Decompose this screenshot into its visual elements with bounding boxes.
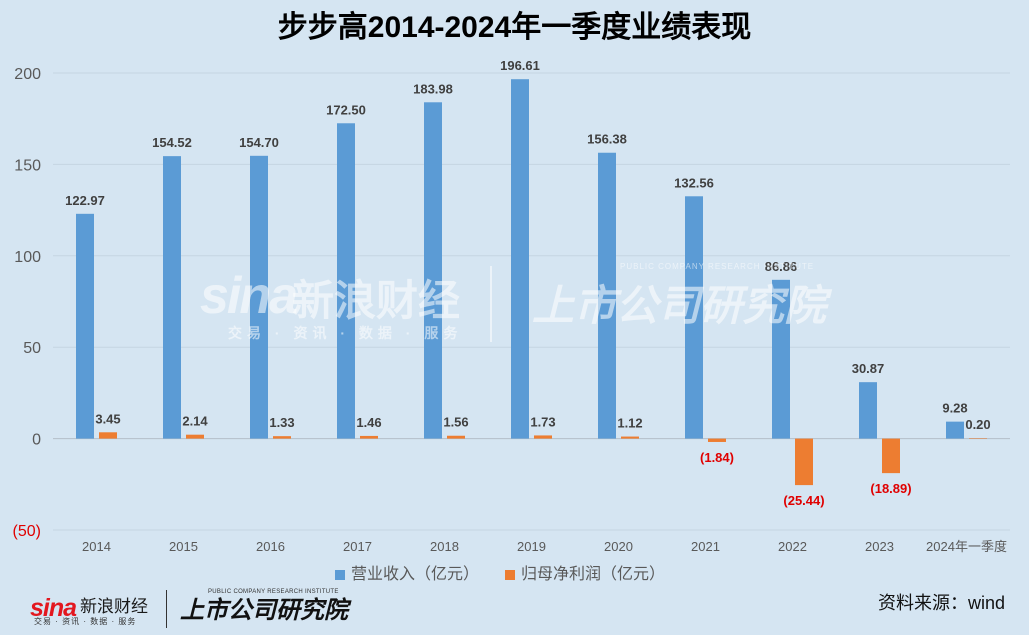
- net-profit-bar: [534, 435, 552, 439]
- footer-divider: [166, 590, 167, 628]
- institute-en-label: PUBLIC COMPANY RESEARCH INSTITUTE: [208, 589, 339, 595]
- revenue-data-label: 183.98: [413, 81, 453, 96]
- revenue-bar: [424, 102, 442, 439]
- net-profit-bar: [621, 436, 639, 439]
- net-profit-bar: [969, 438, 987, 439]
- revenue-bar: [598, 152, 616, 439]
- revenue-data-label: 154.52: [152, 135, 192, 150]
- legend-swatch-net-profit: [505, 570, 515, 580]
- net-profit-bar: [708, 438, 726, 442]
- revenue-data-label: 9.28: [942, 401, 967, 416]
- revenue-bar: [250, 155, 268, 439]
- revenue-bar: [163, 156, 181, 439]
- x-tick-label: 2023: [865, 539, 894, 554]
- legend-swatch-revenue: [335, 570, 345, 580]
- x-tick-label: 2024年一季度: [926, 539, 1007, 554]
- revenue-bar: [337, 123, 355, 439]
- net-profit-data-label: 3.45: [95, 411, 120, 426]
- sina-name: 新浪财经: [80, 597, 148, 616]
- y-tick-label: 50: [23, 340, 41, 357]
- y-tick-label: 0: [32, 432, 41, 449]
- revenue-data-label: 172.50: [326, 102, 366, 117]
- revenue-bar: [685, 196, 703, 439]
- x-tick-label: 2016: [256, 539, 285, 554]
- revenue-data-label: 132.56: [674, 175, 714, 190]
- revenue-data-label: 30.87: [852, 361, 885, 376]
- net-profit-bar: [882, 438, 900, 474]
- net-profit-bar: [447, 435, 465, 439]
- legend-item-revenue: 营业收入（亿元）: [335, 565, 479, 585]
- net-profit-data-label: 1.33: [269, 415, 294, 430]
- net-profit-bar: [273, 436, 291, 439]
- axis-labels: (50) 0 50 100 150 200 2014 2015 2016 2017 2018 2019…: [13, 66, 1007, 554]
- net-profit-bar: [99, 432, 117, 439]
- y-tick-label: 150: [14, 157, 41, 174]
- net-profit-data-label: 1.46: [356, 415, 381, 430]
- x-tick-label: 2022: [778, 539, 807, 554]
- x-tick-label: 2021: [691, 539, 720, 554]
- revenue-data-label: 154.70: [239, 135, 279, 150]
- grid-lines: [53, 72, 1010, 531]
- net-profit-data-label: 0.20: [965, 417, 990, 432]
- net-profit-bar: [360, 435, 378, 439]
- sina-tagline: 交易 · 资讯 · 数据 · 服务: [34, 617, 137, 626]
- bars: [76, 79, 987, 486]
- y-tick-label: (50): [13, 523, 41, 540]
- x-tick-label: 2020: [604, 539, 633, 554]
- legend-label-net-profit: 归母净利润（亿元）: [521, 566, 666, 583]
- revenue-data-label: 86.86: [765, 259, 798, 274]
- net-profit-data-label: 1.12: [617, 416, 642, 431]
- revenue-data-label: 156.38: [587, 132, 627, 147]
- revenue-bar: [76, 213, 94, 439]
- net-profit-data-label: 2.14: [182, 414, 208, 429]
- net-profit-bar: [186, 434, 204, 439]
- net-profit-data-label: 1.73: [530, 414, 555, 429]
- chart-title: 步步高2014-2024年一季度业绩表现: [277, 11, 752, 44]
- net-profit-data-label: (1.84): [700, 450, 734, 465]
- x-tick-label: 2015: [169, 539, 198, 554]
- net-profit-data-label: (25.44): [783, 493, 824, 508]
- revenue-bar: [511, 79, 529, 439]
- revenue-bar: [772, 279, 790, 439]
- net-profit-data-label: 1.56: [443, 415, 468, 430]
- net-profit-data-label: (18.89): [870, 481, 911, 496]
- sina-logo: sina: [30, 594, 77, 622]
- data-labels: 122.97 154.52 154.70 172.50 183.98 196.61 156.…: [65, 58, 991, 508]
- x-tick-label: 2017: [343, 539, 372, 554]
- revenue-bar: [946, 421, 964, 439]
- institute-logo: 上市公司研究院: [180, 597, 348, 624]
- x-tick-label: 2019: [517, 539, 546, 554]
- legend-label-revenue: 营业收入（亿元）: [351, 566, 480, 583]
- source-note: 资料来源：wind: [877, 593, 1005, 613]
- net-profit-bar: [795, 438, 813, 486]
- revenue-data-label: 196.61: [500, 58, 540, 73]
- y-tick-label: 200: [14, 66, 41, 83]
- revenue-data-label: 122.97: [65, 193, 105, 208]
- x-tick-label: 2014: [82, 539, 111, 554]
- legend-item-net-profit: 归母净利润（亿元）: [505, 565, 665, 585]
- y-tick-label: 100: [14, 249, 41, 266]
- x-tick-label: 2018: [430, 539, 459, 554]
- revenue-bar: [859, 382, 877, 439]
